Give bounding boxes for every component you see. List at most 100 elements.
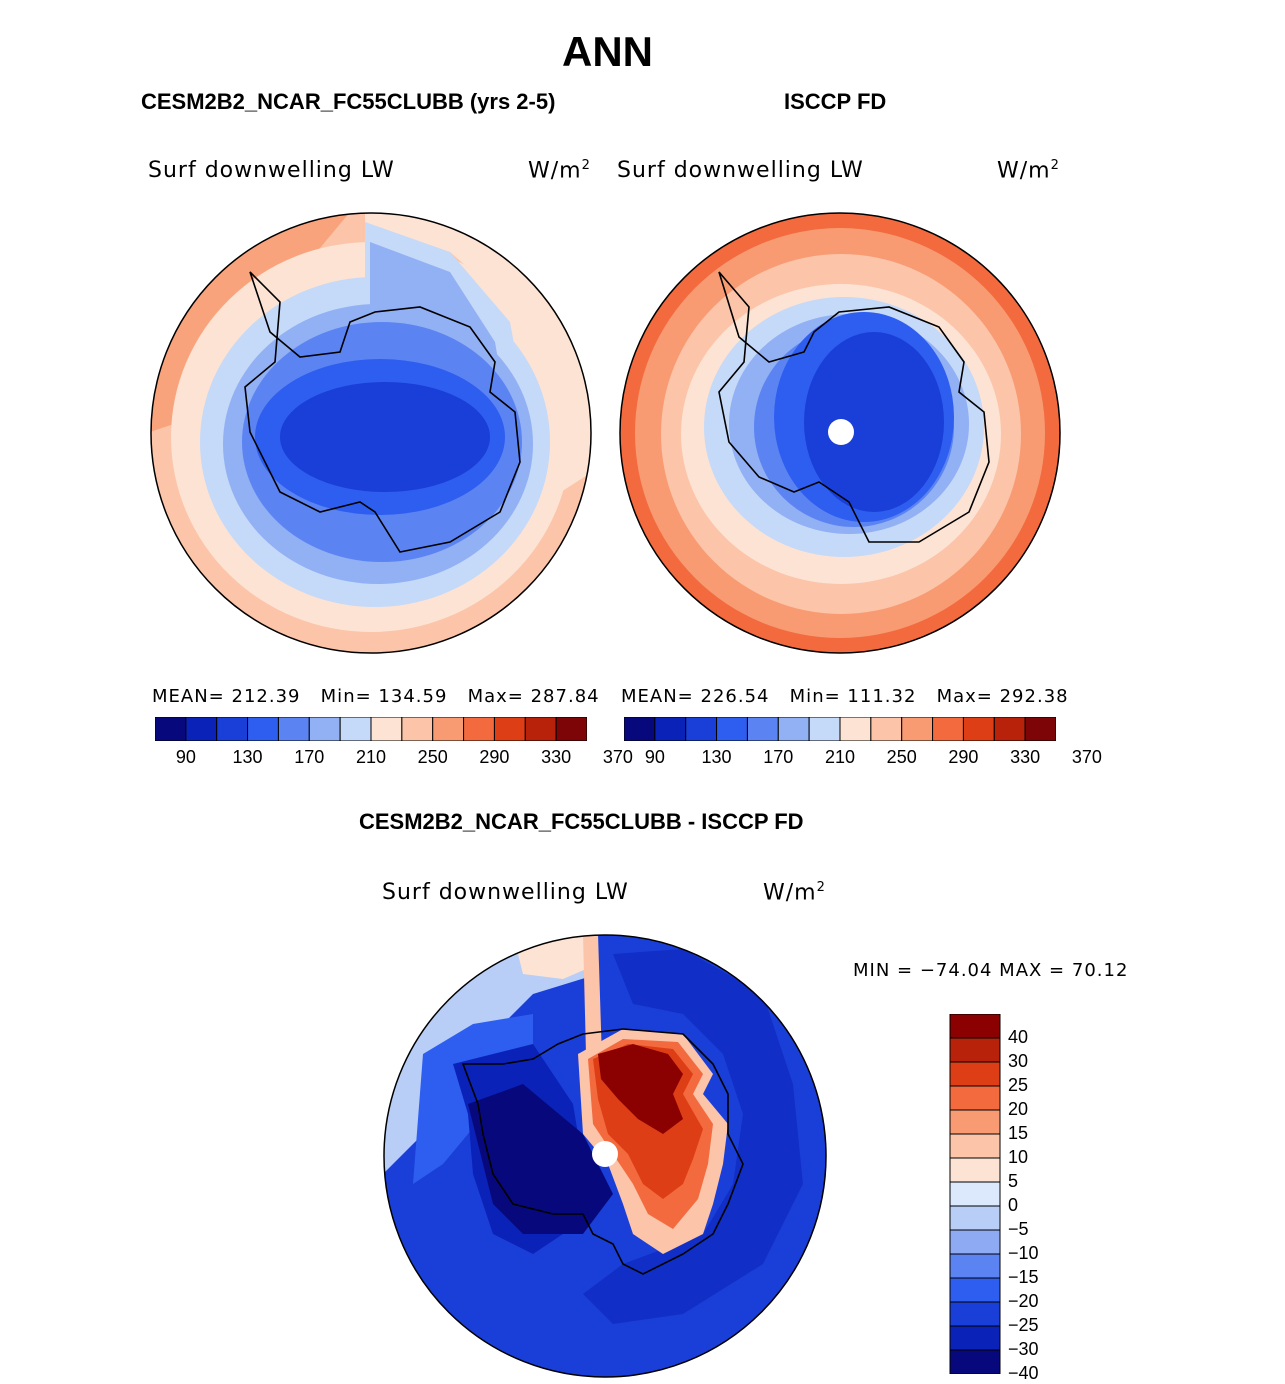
colorbar-tick-label: 90 bbox=[644, 747, 665, 767]
obs-polar-map bbox=[619, 212, 1061, 654]
colorbar-tick-label: 210 bbox=[824, 747, 856, 767]
colorbar-swatch bbox=[493, 717, 526, 741]
colorbar-tick-label: 30 bbox=[1008, 1051, 1029, 1071]
colorbar-swatch bbox=[949, 1301, 1001, 1327]
colorbar-swatch bbox=[949, 1157, 1001, 1183]
colorbar-tick-label: 25 bbox=[1008, 1075, 1029, 1095]
left-colorbar bbox=[155, 717, 587, 741]
colorbar-swatch bbox=[716, 717, 748, 741]
colorbar-tick-label: −25 bbox=[1008, 1315, 1039, 1335]
colorbar-tick-label: 10 bbox=[1008, 1147, 1029, 1167]
colorbar-tick-label: 370 bbox=[602, 747, 633, 767]
colorbar-swatch bbox=[932, 717, 964, 741]
colorbar-tick-label: 15 bbox=[1008, 1123, 1029, 1143]
colorbar-swatch bbox=[949, 1133, 1001, 1159]
colorbar-swatch bbox=[949, 1277, 1001, 1303]
difference-colorbar bbox=[949, 1014, 1001, 1374]
left-stats: MEAN= 212.39 Min= 134.59 Max= 287.84 bbox=[152, 686, 600, 707]
colorbar-swatch bbox=[949, 1061, 1001, 1087]
model-case-title: CESM2B2_NCAR_FC55CLUBB (yrs 2-5) bbox=[141, 89, 556, 114]
colorbar-tick-label: 170 bbox=[763, 747, 794, 767]
colorbar-swatch bbox=[962, 717, 995, 741]
colorbar-tick-label: 0 bbox=[1008, 1195, 1019, 1215]
colorbar-tick-label: 290 bbox=[948, 747, 979, 767]
colorbar-swatch bbox=[808, 717, 841, 741]
left-mean: 212.39 bbox=[231, 686, 301, 707]
colorbar-swatch bbox=[949, 1349, 1001, 1374]
colorbar-swatch bbox=[839, 717, 872, 741]
colorbar-swatch bbox=[1024, 717, 1056, 741]
colorbar-swatch bbox=[339, 717, 372, 741]
diff-units-label: W/m2 bbox=[763, 880, 826, 906]
colorbar-tick-label: 130 bbox=[232, 747, 263, 767]
colorbar-tick-label: 370 bbox=[1071, 747, 1102, 767]
left-colorbar-ticks: 90 130 170 210 250 290 330 370 bbox=[155, 747, 633, 771]
right-mean: 226.54 bbox=[700, 686, 770, 707]
colorbar-swatch bbox=[624, 717, 656, 741]
colorbar-tick-label: 170 bbox=[294, 747, 325, 767]
colorbar-swatch bbox=[185, 717, 218, 741]
colorbar-tick-label: 5 bbox=[1008, 1171, 1019, 1191]
left-min: 134.59 bbox=[378, 686, 448, 707]
colorbar-swatch bbox=[277, 717, 310, 741]
colorbar-swatch bbox=[401, 717, 434, 741]
right-variable-label: Surf downwelling LW bbox=[617, 158, 864, 183]
right-max: 292.38 bbox=[999, 686, 1069, 707]
colorbar-swatch bbox=[949, 1181, 1001, 1207]
colorbar-swatch bbox=[949, 1014, 1001, 1039]
colorbar-swatch bbox=[247, 717, 279, 741]
colorbar-swatch bbox=[432, 717, 465, 741]
colorbar-swatch bbox=[463, 717, 495, 741]
colorbar-swatch bbox=[949, 1325, 1001, 1351]
difference-polar-map bbox=[383, 934, 827, 1378]
colorbar-swatch bbox=[746, 717, 779, 741]
right-units-label: W/m2 bbox=[997, 158, 1060, 184]
difference-colorbar-ticks: 40 30 25 20 15 10 5 0 −5 −10 −15 −20 −25 −30 −40 bbox=[1008, 1014, 1068, 1383]
diff-minmax: MIN = −74.04 MAX = 70.12 bbox=[853, 960, 1129, 981]
colorbar-tick-label: 130 bbox=[701, 747, 732, 767]
difference-title: CESM2B2_NCAR_FC55CLUBB - ISCCP FD bbox=[359, 809, 804, 834]
colorbar-swatch bbox=[949, 1109, 1001, 1135]
colorbar-tick-label: 210 bbox=[355, 747, 387, 767]
colorbar-swatch bbox=[901, 717, 934, 741]
right-stats: MEAN= 226.54 Min= 111.32 Max= 292.38 bbox=[621, 686, 1069, 707]
colorbar-tick-label: 290 bbox=[479, 747, 510, 767]
left-variable-label: Surf downwelling LW bbox=[148, 158, 395, 183]
main-title: ANN bbox=[562, 28, 653, 75]
left-max: 287.84 bbox=[530, 686, 600, 707]
colorbar-tick-label: 250 bbox=[417, 747, 448, 767]
colorbar-tick-label: −30 bbox=[1008, 1339, 1039, 1359]
colorbar-swatch bbox=[949, 1229, 1001, 1255]
colorbar-swatch bbox=[155, 717, 187, 741]
colorbar-swatch bbox=[370, 717, 403, 741]
left-units-label: W/m2 bbox=[528, 158, 591, 184]
colorbar-swatch bbox=[555, 717, 587, 741]
colorbar-tick-label: 330 bbox=[1010, 747, 1041, 767]
colorbar-swatch bbox=[870, 717, 903, 741]
colorbar-tick-label: −40 bbox=[1008, 1363, 1039, 1383]
colorbar-swatch bbox=[654, 717, 687, 741]
right-colorbar-ticks: 90 130 170 210 250 290 330 370 bbox=[624, 747, 1102, 771]
colorbar-swatch bbox=[949, 1205, 1001, 1231]
colorbar-swatch bbox=[949, 1085, 1001, 1111]
colorbar-swatch bbox=[993, 717, 1026, 741]
right-colorbar bbox=[624, 717, 1056, 741]
colorbar-tick-label: 20 bbox=[1008, 1099, 1029, 1119]
colorbar-tick-label: −10 bbox=[1008, 1243, 1039, 1263]
colorbar-tick-label: 250 bbox=[886, 747, 917, 767]
colorbar-tick-label: 90 bbox=[175, 747, 196, 767]
colorbar-tick-label: 330 bbox=[541, 747, 572, 767]
obs-case-title: ISCCP FD bbox=[784, 89, 887, 114]
right-min: 111.32 bbox=[847, 686, 917, 707]
diff-variable-label: Surf downwelling LW bbox=[382, 880, 629, 905]
colorbar-swatch bbox=[685, 717, 718, 741]
colorbar-tick-label: −20 bbox=[1008, 1291, 1039, 1311]
colorbar-swatch bbox=[949, 1253, 1001, 1279]
colorbar-swatch bbox=[216, 717, 249, 741]
colorbar-tick-label: −5 bbox=[1008, 1219, 1029, 1239]
colorbar-swatch bbox=[949, 1037, 1001, 1063]
colorbar-swatch bbox=[524, 717, 557, 741]
colorbar-tick-label: 40 bbox=[1008, 1027, 1029, 1047]
colorbar-swatch bbox=[308, 717, 341, 741]
colorbar-tick-label: −15 bbox=[1008, 1267, 1039, 1287]
